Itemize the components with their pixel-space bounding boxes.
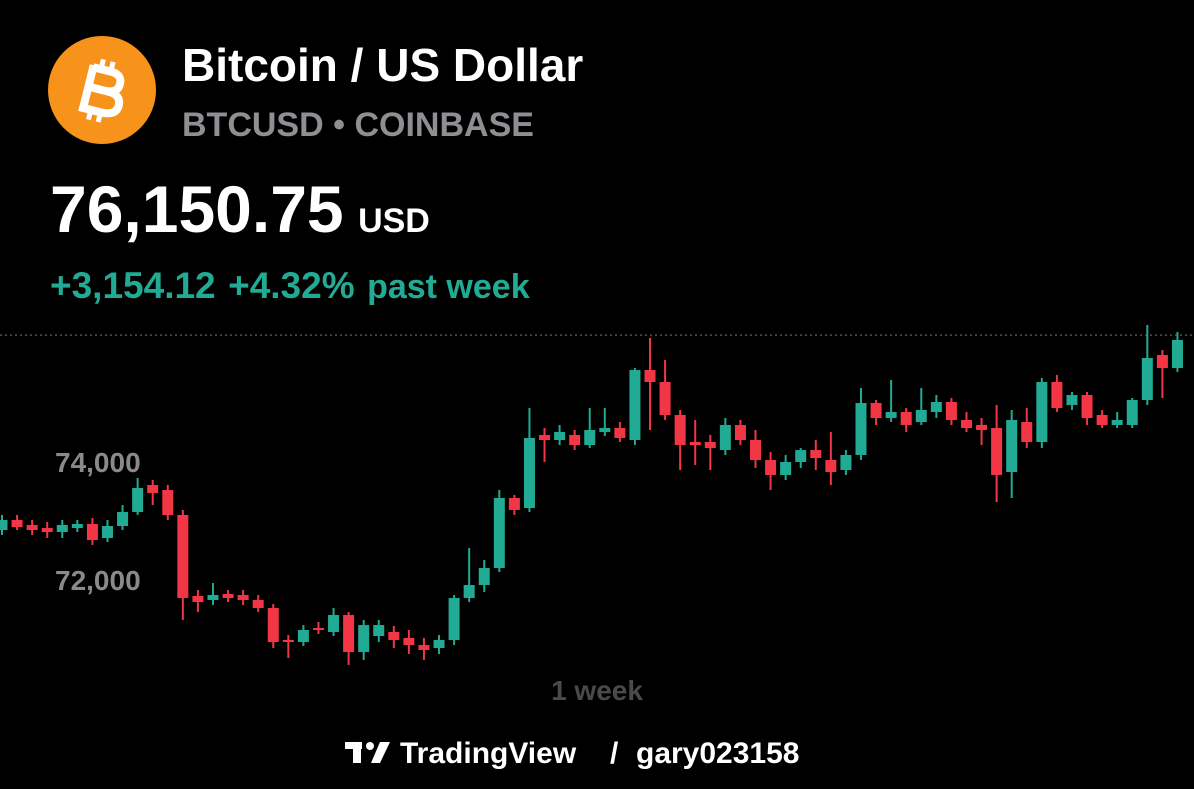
candle-body [629,370,641,440]
separator: / [610,737,619,770]
candle-body [840,454,852,471]
candle-body [539,434,551,440]
candle-body [463,585,475,598]
candle-body [704,441,716,449]
period: past week [367,268,530,306]
price-line: 76,150.75 USD [50,172,430,246]
candle-body [1036,381,1048,442]
change-percent: +4.32% [228,265,355,306]
candle-body [750,439,761,460]
candle-body [614,428,626,438]
candle-body [810,450,822,458]
candle-body [523,437,535,509]
change-line: +3,154.12 +4.32% past week [50,265,530,306]
candle-body [237,594,249,601]
candle-body [885,411,897,418]
candle-body [177,514,189,598]
candle-body [493,497,505,569]
candle-body [915,410,927,422]
change: +3,154.12 [50,265,216,306]
candle-body [780,462,792,475]
candle-body [855,403,867,455]
candle-body [312,627,324,630]
brand: TradingView [400,737,577,770]
candle-body [554,431,566,440]
candle-body [599,428,611,432]
subtitle: BTCUSD • COINBASE [182,106,534,144]
candle-body [1141,357,1153,400]
candle-body [1051,381,1063,409]
timeframe: 1 week [551,675,643,706]
candle-body [388,631,400,641]
candle-body [117,511,129,527]
title: Bitcoin / US Dollar [182,39,583,91]
candle-body [900,411,912,426]
candle-body [328,614,340,632]
candle-body [478,568,490,586]
candle-body [358,625,370,652]
candle-body [1021,421,1033,442]
candle-body [192,595,204,603]
candle-body [207,594,219,601]
currency: USD [358,202,430,240]
candle-body [689,441,701,446]
candle-body [252,600,264,609]
candle-body [41,528,53,533]
candle-body [71,524,83,529]
candle-body [508,497,520,510]
candle-body [1006,419,1018,472]
candle-body [644,370,656,382]
candle-body [945,401,957,420]
candle-body [960,419,972,429]
candle-body [86,524,98,540]
candle-body [11,519,23,528]
candle-body [659,381,671,415]
candle-body [765,459,777,475]
candle-body [795,450,807,462]
candle-body [734,425,746,440]
candle-body [101,526,113,538]
plot-area: 74,000 72,000 [0,325,1194,666]
y-tick-label: 72,000 [55,565,141,596]
candle-body [222,593,234,598]
user: gary023158 [636,737,799,770]
candle-body [343,614,355,652]
candle-body [991,428,1003,475]
candle-body [719,425,731,451]
candle-body [930,401,942,412]
candle-body [1126,399,1138,426]
candle-body [1111,419,1123,426]
candle-body [132,488,144,512]
candle-body [870,403,882,418]
candle-body [1066,394,1078,406]
candle-body [0,519,8,531]
candle-body [418,645,430,650]
y-tick-label: 74,000 [55,447,141,478]
candle-body [976,425,988,431]
candle-body [569,434,581,446]
candle-body [1171,339,1183,369]
candle-body [162,490,174,515]
candle-body [448,597,460,641]
bitcoin-logo [48,36,156,144]
candle-body [1096,414,1108,426]
candle-body [825,459,837,472]
candle-body [584,430,596,446]
candle-body [403,637,415,646]
price: 76,150.75 [50,172,344,246]
candle-body [1156,354,1168,369]
candle-body [147,485,159,493]
candle-body [674,414,686,446]
candle-body [297,629,309,643]
tradingview-logo [345,742,390,763]
candle-body [373,625,385,636]
candle-body [56,525,68,533]
candle-body [1081,394,1093,418]
candle-body [267,608,279,643]
candle-body [26,525,38,531]
candle-body [282,640,294,643]
candle-body [433,640,445,649]
